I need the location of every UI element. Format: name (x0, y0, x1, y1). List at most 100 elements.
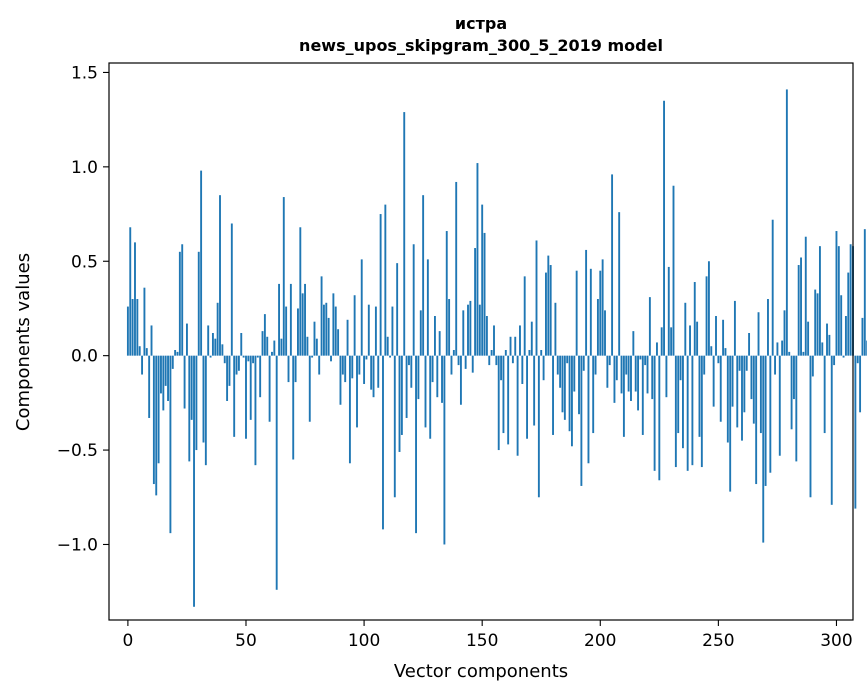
bar-35 (209, 355, 212, 358)
bar-231 (672, 185, 675, 356)
bar-124 (419, 310, 422, 356)
bar-191 (578, 355, 580, 415)
bar-237 (686, 355, 689, 471)
bar-49 (242, 355, 245, 358)
bar-212 (627, 355, 630, 392)
bar-230 (670, 327, 673, 356)
bar-144 (467, 304, 469, 356)
bar-219 (644, 355, 647, 366)
bar-113 (393, 355, 396, 498)
bar-211 (625, 355, 628, 375)
x-tick-label: 100 (348, 631, 380, 651)
bar-61 (271, 351, 273, 356)
bar-12 (155, 355, 158, 496)
bar-259 (738, 355, 741, 371)
bar-67 (285, 306, 288, 356)
bar-56 (259, 355, 262, 398)
bar-47 (237, 355, 240, 371)
bar-175 (540, 350, 543, 356)
bar-222 (651, 355, 654, 400)
bar-298 (830, 355, 833, 505)
bar-262 (745, 355, 748, 371)
bar-172 (533, 355, 536, 426)
bar-187 (568, 355, 571, 432)
bar-54 (254, 355, 257, 466)
bar-6 (141, 355, 144, 375)
bar-227 (663, 100, 665, 356)
bar-24 (183, 355, 186, 409)
bar-253 (724, 348, 727, 356)
bar-147 (474, 248, 477, 356)
bar-27 (190, 355, 193, 420)
bar-234 (679, 355, 682, 381)
y-tick-label: 0.5 (71, 252, 98, 272)
bar-224 (656, 342, 658, 356)
bar-72 (297, 308, 299, 356)
bar-167 (521, 355, 524, 384)
bar-235 (682, 355, 684, 449)
bar-308 (854, 355, 857, 509)
bar-141 (459, 355, 462, 405)
bar-17 (167, 355, 169, 401)
bar-149 (478, 304, 481, 356)
bar-63 (275, 355, 278, 590)
bar-134 (443, 355, 446, 545)
bar-297 (828, 334, 831, 356)
bar-41 (223, 355, 226, 364)
bar-182 (556, 355, 559, 375)
bar-69 (289, 283, 292, 356)
bar-18 (169, 355, 172, 534)
bar-272 (769, 355, 772, 473)
bar-283 (795, 355, 798, 462)
bar-162 (509, 336, 512, 356)
bar-245 (705, 276, 708, 356)
bar-223 (653, 355, 656, 471)
bar-179 (549, 265, 552, 356)
bar-126 (424, 355, 427, 428)
bar-185 (563, 355, 566, 420)
bar-73 (299, 227, 302, 356)
bar-199 (596, 299, 599, 356)
bar-86 (330, 355, 332, 362)
bar-184 (561, 355, 564, 413)
bar-46 (235, 355, 238, 375)
bar-168 (523, 276, 526, 356)
bar-294 (821, 342, 824, 356)
bar-95 (351, 355, 354, 379)
bar-258 (736, 355, 739, 428)
bar-121 (412, 244, 415, 356)
bar-305 (847, 272, 850, 356)
bar-90 (339, 355, 342, 405)
bar-241 (696, 321, 699, 356)
bar-19 (171, 355, 174, 369)
bar-161 (507, 355, 510, 445)
bar-151 (483, 232, 486, 356)
bar-247 (710, 346, 713, 356)
y-axis-label: Components values (13, 253, 34, 431)
bar-150 (481, 204, 484, 356)
bar-7 (143, 287, 146, 356)
bar-183 (559, 355, 562, 388)
bar-74 (301, 293, 304, 356)
bar-232 (674, 355, 677, 468)
bar-120 (410, 355, 413, 388)
bar-246 (707, 261, 710, 356)
x-tick-label: 300 (820, 631, 852, 651)
bar-65 (280, 338, 283, 356)
bar-38 (216, 302, 219, 356)
bar-108 (382, 355, 384, 530)
bar-127 (426, 259, 429, 356)
bar-178 (547, 255, 550, 356)
bar-291 (814, 289, 817, 356)
bar-139 (455, 181, 458, 356)
bar-257 (733, 300, 736, 356)
bar-192 (580, 355, 583, 486)
bar-275 (776, 342, 779, 356)
bar-188 (570, 355, 573, 447)
bar-170 (528, 350, 531, 356)
bar-290 (811, 355, 814, 377)
bar-81 (318, 355, 321, 375)
bar-249 (715, 316, 717, 356)
bar-series (126, 89, 867, 607)
bar-96 (353, 295, 356, 356)
